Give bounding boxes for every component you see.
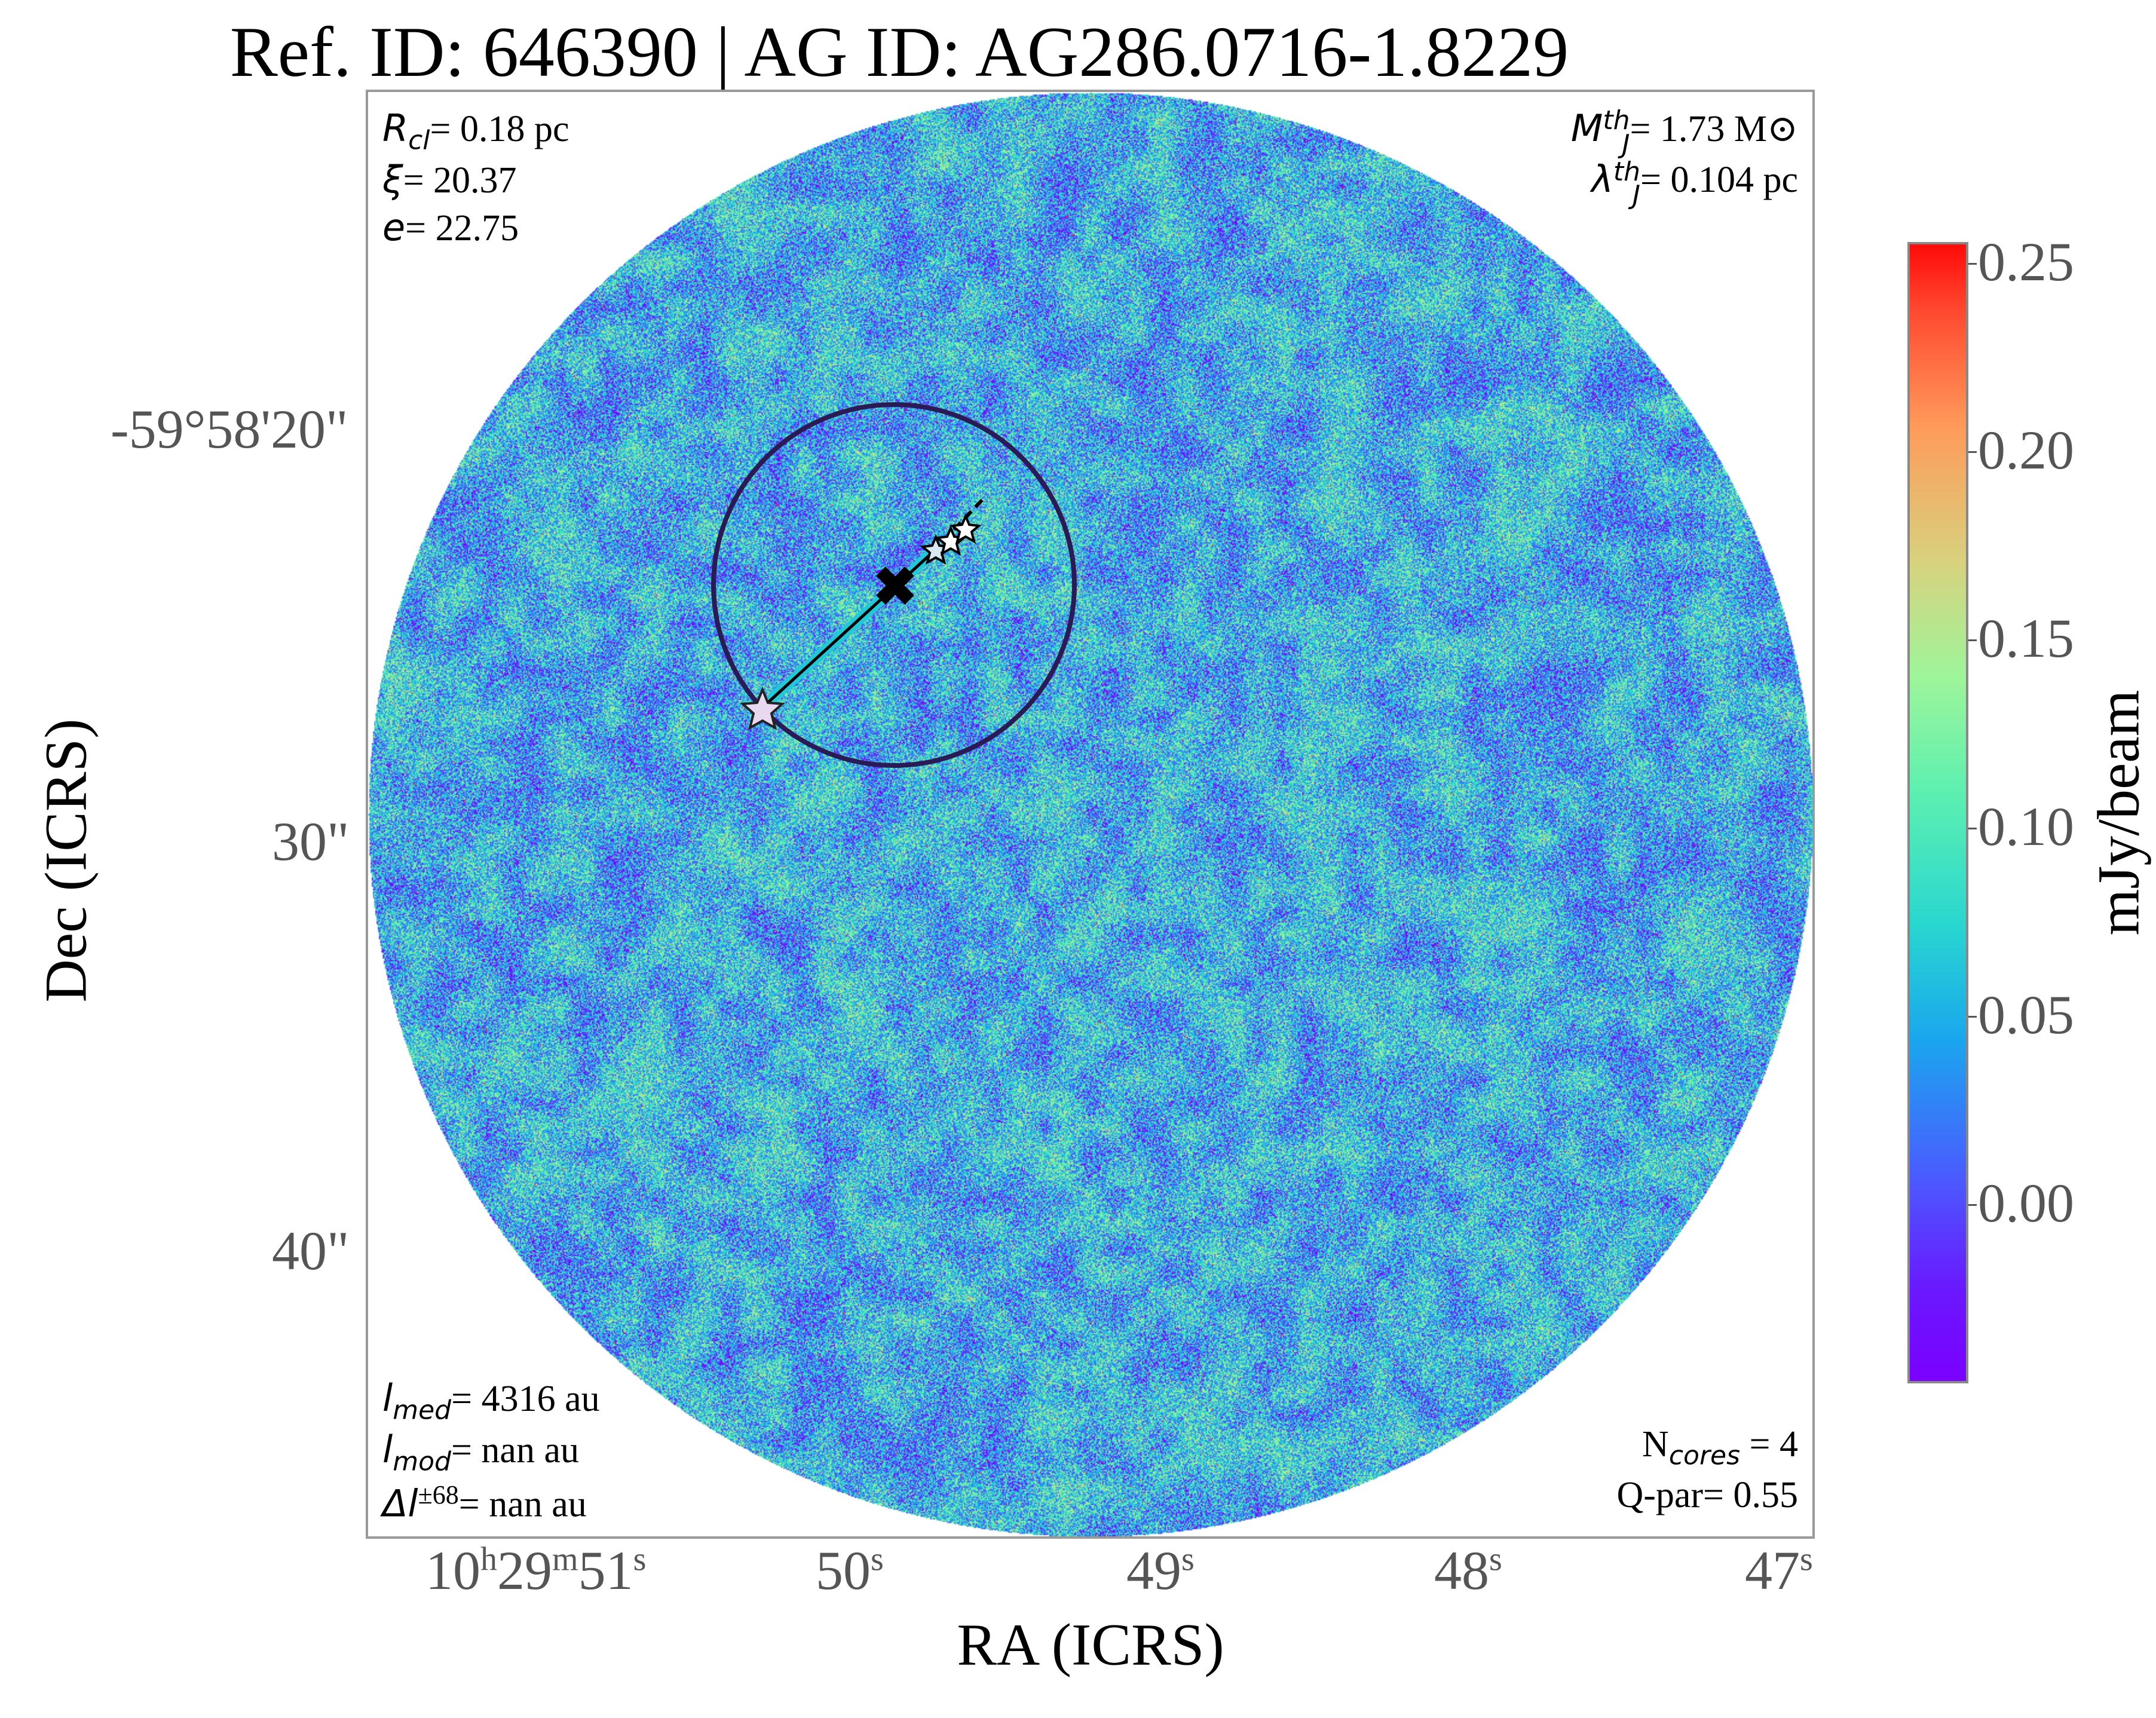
x-tick-label: 50s (816, 1540, 884, 1601)
colorbar-tick-label: 0.05 (1978, 984, 2074, 1045)
colorbar-tick-mark (1968, 828, 1977, 829)
jeans-length-label: λ th J = 0.104 pc (1591, 156, 1798, 211)
radius-label: Rcl= 0.18 pc (382, 106, 569, 156)
colorbar-tick-mark (1968, 451, 1977, 453)
colorbar-tick-label: 0.20 (1978, 419, 2074, 480)
y-tick-label: 40" (272, 1220, 350, 1281)
x-tick-label: 47s (1745, 1540, 1813, 1601)
overlay (711, 402, 1077, 768)
core-star-4 (950, 513, 982, 544)
colorbar-tick-label: 0.15 (1978, 608, 2074, 669)
e-label: e= 22.75 (382, 205, 519, 249)
delta-l-label: Δl±68= nan au (382, 1480, 587, 1526)
colorbar-label: mJy/beam (2085, 690, 2152, 936)
y-axis-label: Dec (ICRS) (32, 718, 99, 1003)
x-axis-label: RA (ICRS) (957, 1611, 1224, 1678)
y-tick-label: -59°58'20" (111, 399, 348, 460)
colorbar-tick-label: 0.10 (1978, 796, 2074, 857)
x-tick-label: 49s (1126, 1540, 1195, 1601)
sky-map-image (368, 92, 1812, 1536)
colorbar-tick-mark (1968, 1204, 1977, 1206)
colorbar-tick-mark (1968, 639, 1977, 641)
colorbar-tick-mark (1968, 263, 1977, 265)
cluster-center-x-marker (876, 566, 914, 605)
aperture-circle (711, 402, 1077, 768)
annotation-bottom-left: lmed= 4316 au lmod= nan au Δl±68= nan au (382, 1375, 600, 1528)
colorbar (1907, 242, 1968, 1383)
q-par-label: Q-par= 0.55 (1616, 1474, 1798, 1515)
x-tick-label: 48s (1434, 1540, 1502, 1601)
core-star-1 (740, 686, 785, 731)
annotation-top-left: Rcl= 0.18 pc ξ= 20.37 e= 22.75 (382, 105, 569, 252)
figure-title: Ref. ID: 646390 | AG ID: AG286.0716-1.82… (229, 12, 1569, 91)
l-mod-label: lmod= nan au (382, 1428, 579, 1477)
n-cores-label: Ncores = 4 (1642, 1424, 1798, 1471)
annotation-bottom-right: Ncores = 4 Q-par= 0.55 (1616, 1422, 1798, 1518)
colorbar-tick-label: 0.00 (1978, 1172, 2074, 1233)
y-tick-label: 30" (272, 811, 350, 872)
colorbar-tick-mark (1968, 1016, 1977, 1018)
l-med-label: lmed= 4316 au (382, 1376, 600, 1426)
colorbar-tick-label: 0.25 (1978, 231, 2074, 292)
x-tick-label: 10h29m51s (425, 1540, 647, 1601)
xi-label: ξ= 20.37 (382, 158, 517, 202)
